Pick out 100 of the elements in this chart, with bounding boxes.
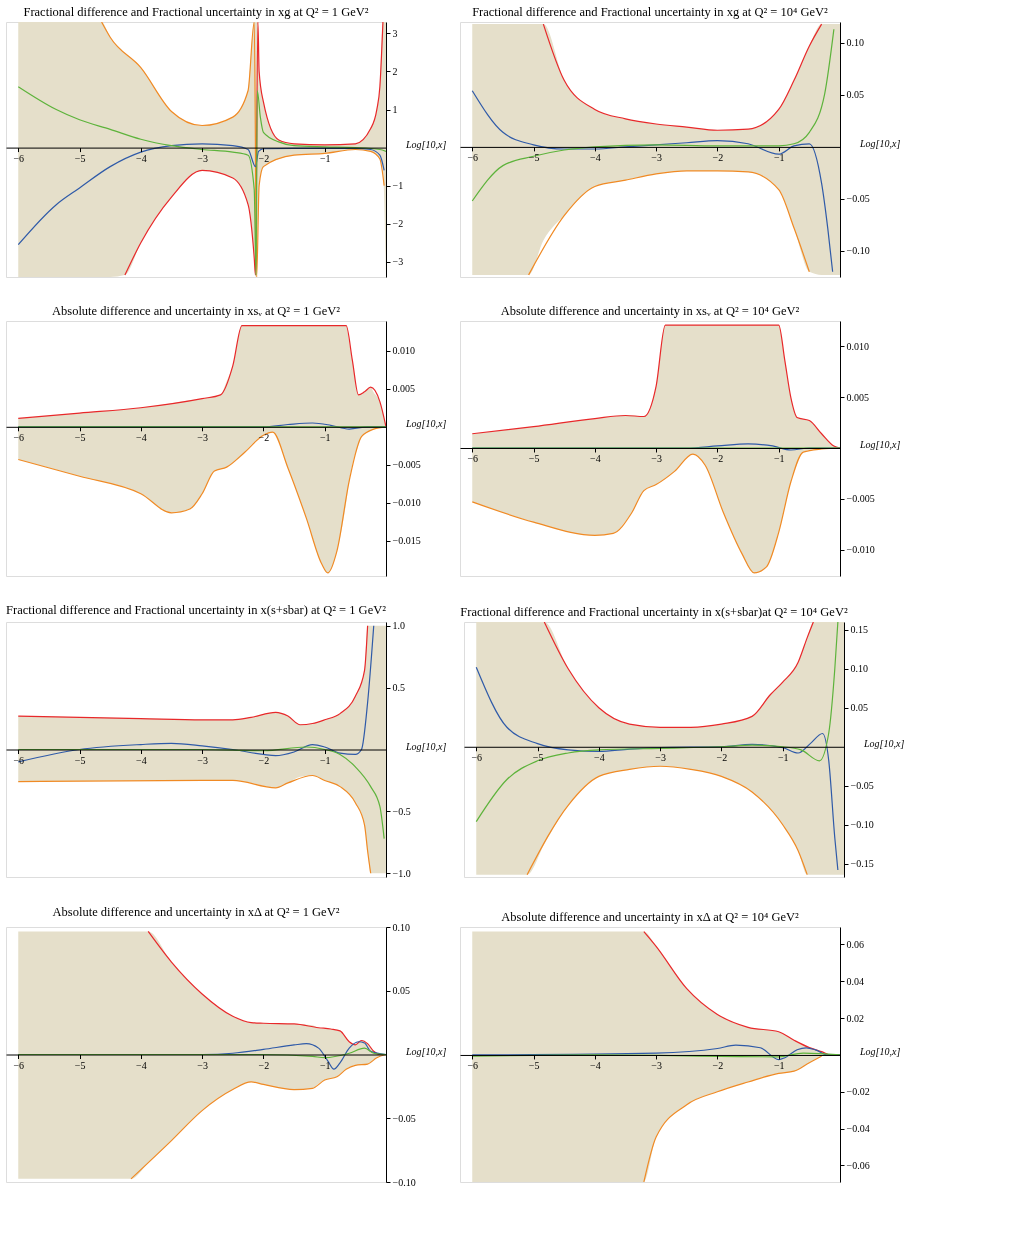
x-tick-label: −5 bbox=[74, 432, 86, 444]
y-tick-label: 0.005 bbox=[846, 391, 869, 403]
y-tick-label: 0.02 bbox=[846, 1012, 864, 1024]
x-axis-title: Log[10,x] bbox=[405, 740, 447, 752]
x-tick-label: −5 bbox=[528, 1060, 540, 1072]
x-axis-title: Log[10,x] bbox=[405, 1045, 447, 1057]
y-tick-label: −0.04 bbox=[846, 1123, 870, 1135]
y-tick-label: −0.02 bbox=[846, 1086, 870, 1098]
y-tick-label: −0.005 bbox=[846, 493, 875, 505]
x-tick-label: −1 bbox=[319, 1060, 331, 1071]
y-tick-label: 0.05 bbox=[850, 702, 868, 714]
y-tick-label: 0.04 bbox=[846, 975, 864, 987]
x-tick-label: −4 bbox=[594, 752, 605, 764]
y-tick-label: 3 bbox=[392, 27, 398, 39]
x-tick-label: −5 bbox=[74, 153, 86, 165]
chart-title: Fractional difference and Fractional uncertainty in x(s+sbar)at Q² = 10⁴ GeV² bbox=[460, 604, 848, 619]
x-axis-title: Log[10,x] bbox=[859, 438, 901, 450]
y-tick-label: −0.05 bbox=[392, 1112, 416, 1124]
x-tick-label: −6 bbox=[467, 453, 479, 465]
x-tick-label: −6 bbox=[13, 755, 25, 766]
x-tick-label: −1 bbox=[319, 755, 331, 766]
x-tick-label: −2 bbox=[258, 755, 270, 766]
chart-title: Fractional difference and Fractional uncertainty in x(s+sbar) at Q² = 1 GeV² bbox=[6, 603, 387, 618]
y-tick-label: −0.10 bbox=[392, 1176, 416, 1188]
x-tick-label: −2 bbox=[712, 1060, 724, 1072]
y-tick-label: −0.015 bbox=[392, 535, 421, 547]
x-tick-label: −1 bbox=[773, 152, 785, 164]
y-tick-label: 0.15 bbox=[850, 624, 868, 636]
x-tick-label: −6 bbox=[13, 1060, 25, 1071]
y-tick-label: −0.010 bbox=[392, 497, 421, 509]
x-tick-label: −4 bbox=[136, 755, 147, 766]
x-tick-label: −4 bbox=[136, 153, 147, 165]
chart-title: Absolute difference and uncertainty in xsᵥ at Q² = 10⁴ GeV² bbox=[500, 303, 800, 318]
y-tick-label: 0.05 bbox=[846, 89, 864, 101]
y-tick-label: −2 bbox=[392, 218, 404, 230]
chart-title: Fractional difference and Fractional uncertainty in xg at Q² = 10⁴ GeV² bbox=[472, 4, 829, 19]
y-tick-label: 0.005 bbox=[392, 383, 415, 395]
x-tick-label: −2 bbox=[258, 153, 270, 165]
x-tick-label: −5 bbox=[532, 752, 544, 764]
x-tick-label: −5 bbox=[74, 755, 86, 766]
y-tick-label: −0.06 bbox=[846, 1159, 870, 1171]
x-tick-label: −4 bbox=[590, 453, 601, 465]
x-tick-label: −2 bbox=[712, 453, 724, 465]
y-tick-label: 0.010 bbox=[846, 340, 869, 352]
x-tick-label: −5 bbox=[74, 1060, 86, 1071]
chart-title: Absolute difference and uncertainty in xΔ at Q² = 1 GeV² bbox=[52, 904, 340, 919]
x-tick-label: −2 bbox=[716, 752, 728, 764]
x-tick-label: −2 bbox=[258, 432, 270, 444]
x-tick-label: −1 bbox=[777, 752, 789, 764]
x-tick-label: −3 bbox=[651, 152, 662, 164]
y-tick-label: 0.06 bbox=[846, 938, 864, 950]
x-tick-label: −4 bbox=[590, 152, 601, 164]
x-tick-label: −3 bbox=[655, 752, 666, 764]
y-tick-label: −0.005 bbox=[392, 459, 421, 471]
x-tick-label: −5 bbox=[528, 152, 540, 164]
x-tick-label: −3 bbox=[197, 153, 208, 165]
y-tick-label: 0.05 bbox=[392, 985, 410, 997]
x-tick-label: −1 bbox=[319, 432, 331, 444]
y-tick-label: 1.0 bbox=[392, 620, 405, 632]
x-tick-label: −1 bbox=[773, 453, 785, 465]
x-tick-label: −6 bbox=[13, 432, 25, 444]
y-tick-label: −0.15 bbox=[850, 858, 874, 870]
x-tick-label: −2 bbox=[258, 1060, 270, 1071]
y-tick-label: 0.5 bbox=[392, 682, 405, 694]
y-tick-label: −0.10 bbox=[846, 245, 870, 257]
y-tick-label: 1 bbox=[392, 104, 398, 116]
chart-title: Absolute difference and uncertainty in xΔ at Q² = 10⁴ GeV² bbox=[501, 909, 799, 924]
y-tick-label: −3 bbox=[392, 256, 404, 268]
y-tick-label: 0.010 bbox=[392, 345, 415, 357]
x-tick-label: −3 bbox=[197, 755, 208, 766]
x-tick-label: −6 bbox=[467, 1060, 479, 1072]
y-tick-label: −0.05 bbox=[846, 193, 870, 205]
x-tick-label: −4 bbox=[590, 1060, 601, 1072]
y-tick-label: 0.10 bbox=[850, 663, 868, 675]
x-tick-label: −1 bbox=[773, 1060, 785, 1072]
y-tick-label: −1.0 bbox=[392, 867, 411, 879]
x-tick-label: −2 bbox=[712, 152, 724, 164]
y-tick-label: −0.05 bbox=[850, 780, 874, 792]
y-tick-label: −0.10 bbox=[850, 819, 874, 831]
x-tick-label: −3 bbox=[651, 453, 662, 465]
y-tick-label: −0.010 bbox=[846, 544, 875, 556]
chart-title: Absolute difference and uncertainty in xsᵥ at Q² = 1 GeV² bbox=[51, 303, 341, 318]
x-tick-label: −3 bbox=[197, 1060, 208, 1071]
x-tick-label: −4 bbox=[136, 1060, 147, 1071]
x-axis-title: Log[10,x] bbox=[863, 737, 905, 749]
x-axis-title: Log[10,x] bbox=[859, 1045, 901, 1057]
y-tick-label: −1 bbox=[392, 180, 404, 192]
x-tick-label: −1 bbox=[319, 153, 331, 165]
x-axis-title: Log[10,x] bbox=[859, 137, 901, 149]
y-tick-label: 0.10 bbox=[846, 37, 864, 49]
y-tick-label: 2 bbox=[392, 65, 398, 77]
chart-title: Fractional difference and Fractional uncertainty in xg at Q² = 1 GeV² bbox=[23, 4, 369, 19]
y-tick-label: −0.5 bbox=[392, 805, 411, 817]
x-axis-title: Log[10,x] bbox=[405, 417, 447, 429]
x-axis-title: Log[10,x] bbox=[405, 138, 447, 150]
x-tick-label: −4 bbox=[136, 432, 147, 444]
x-tick-label: −6 bbox=[467, 152, 479, 164]
x-tick-label: −3 bbox=[197, 432, 208, 444]
x-tick-label: −5 bbox=[528, 453, 540, 465]
x-tick-label: −3 bbox=[651, 1060, 662, 1072]
